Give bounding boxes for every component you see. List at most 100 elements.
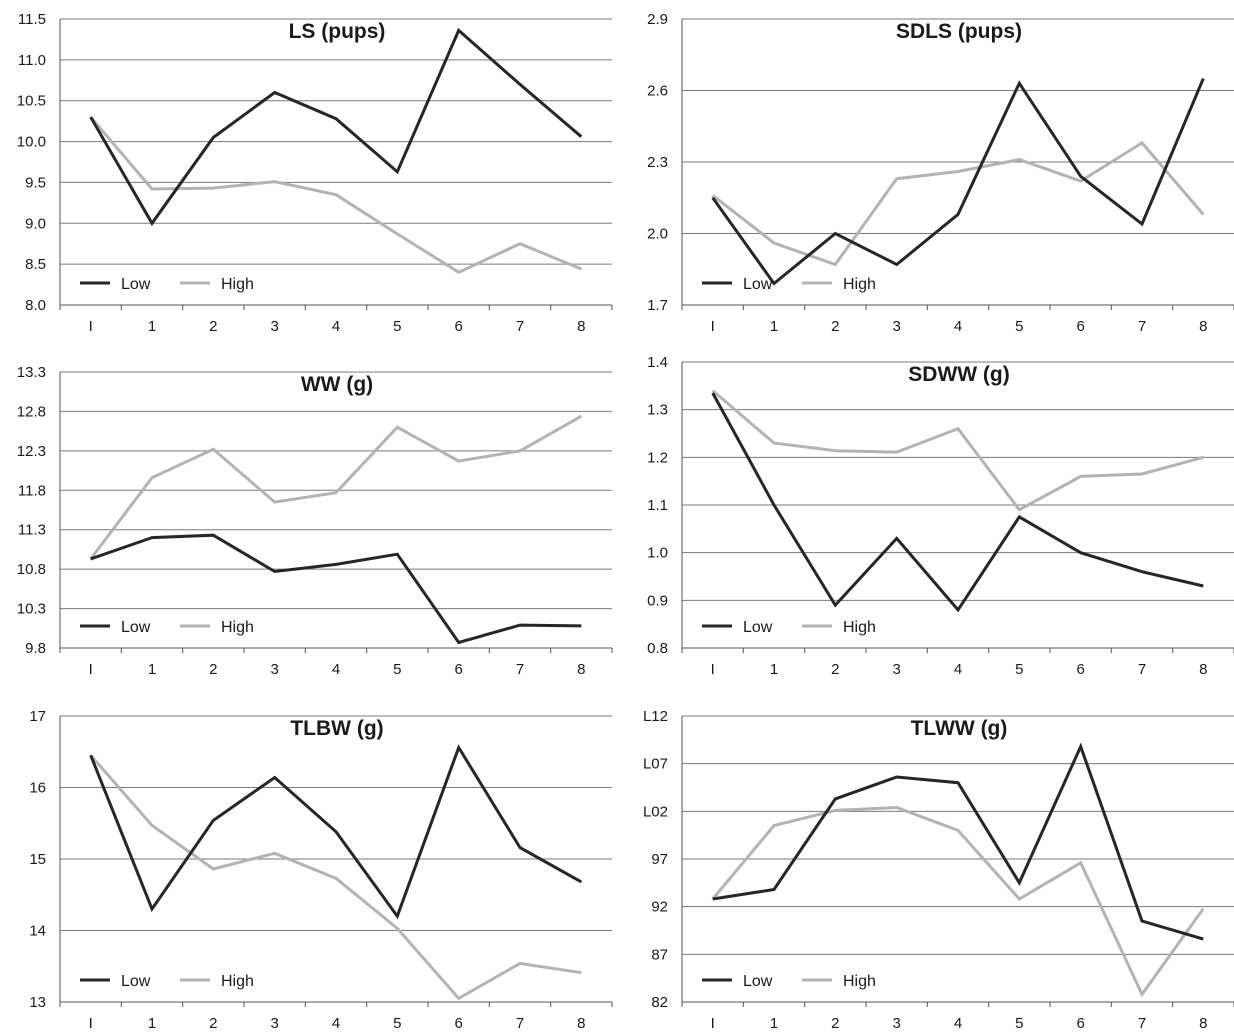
legend-label-high: High	[843, 973, 876, 990]
y-tick-label: 10.3	[17, 601, 46, 618]
x-tick-label: 6	[454, 661, 462, 678]
legend-label-high: High	[221, 973, 254, 990]
x-tick-label: I	[711, 318, 715, 335]
x-tick-label: 5	[393, 1015, 401, 1032]
x-tick-label: 8	[577, 318, 585, 335]
y-tick-label: 87	[651, 946, 668, 963]
x-tick-label: 4	[954, 318, 962, 335]
x-tick-label: 7	[516, 318, 524, 335]
y-tick-label: 0.8	[647, 640, 668, 657]
x-tick-label: 6	[1076, 318, 1084, 335]
legend-label-high: High	[221, 276, 254, 293]
series-line-low	[711, 78, 1205, 286]
y-tick-label: 10.5	[17, 93, 46, 110]
x-tick-label: 7	[1138, 318, 1146, 335]
x-tick-label: 8	[577, 661, 585, 678]
y-tick-label: 2.0	[647, 226, 668, 243]
y-tick-label: 0.9	[647, 592, 668, 609]
y-tick-label: 1.3	[647, 402, 668, 419]
legend-label-low: Low	[121, 973, 151, 990]
x-tick-label: 3	[892, 661, 900, 678]
y-tick-label: 12.8	[17, 403, 46, 420]
legend-label-low: Low	[743, 973, 773, 990]
x-tick-label: 1	[148, 1015, 156, 1032]
x-tick-label: I	[89, 318, 93, 335]
y-tick-label: L07	[643, 756, 668, 773]
x-tick-label: 2	[209, 661, 217, 678]
y-tick-label: 11.3	[18, 522, 46, 539]
y-tick-label: 14	[29, 923, 46, 940]
legend-label-low: Low	[743, 619, 773, 636]
series-line-low	[89, 27, 583, 227]
x-tick-label: I	[89, 661, 93, 678]
y-tick-label: 1.4	[647, 354, 668, 371]
legend-label-high: High	[843, 276, 876, 293]
x-tick-label: 3	[270, 318, 278, 335]
chart-title: SDLS (pups)	[896, 20, 1022, 43]
x-tick-label: 3	[892, 1015, 900, 1032]
series-line-high	[711, 805, 1205, 998]
legend-label-low: Low	[121, 619, 151, 636]
x-tick-label: 4	[332, 1015, 340, 1032]
x-tick-label: 5	[393, 661, 401, 678]
x-tick-label: 3	[270, 661, 278, 678]
legend-label-low: Low	[743, 276, 773, 293]
chart-panel-4: 0.8 0.9 1.0 1.1 1.2 1.3 1.4 I 1 2 3 4 5 6 7 8 SDWW (g) Lo…	[647, 354, 1234, 678]
y-tick-label: 11.0	[18, 52, 46, 69]
series-line-high	[711, 389, 1204, 512]
chart-title: LS (pups)	[289, 20, 386, 43]
x-tick-label: 5	[393, 318, 401, 335]
x-tick-label: I	[89, 1015, 93, 1032]
x-tick-label: 2	[831, 1015, 839, 1032]
y-tick-label: 11.5	[18, 11, 46, 28]
series-line-low	[90, 533, 582, 645]
chart-panel-3: 9.8 10.3 10.8 11.3 11.8 12.3 12.8 13.3 I 1 2 3 4 5 6 7 8…	[17, 364, 613, 678]
x-tick-label: 8	[1199, 661, 1207, 678]
x-tick-label: 4	[332, 318, 340, 335]
x-tick-label: 5	[1015, 661, 1023, 678]
y-tick-label: 8.0	[25, 297, 46, 314]
x-tick-label: 2	[831, 661, 839, 678]
chart-panel-5: 13 14 15 16 17 I 1 2 3 4 5 6 7 8 TLBW (g) Low High	[29, 708, 613, 1032]
y-tick-label: 8.5	[25, 256, 46, 273]
x-tick-label: 1	[770, 661, 778, 678]
x-tick-label: 2	[209, 1015, 217, 1032]
y-tick-label: 13.3	[17, 364, 46, 381]
y-tick-label: L02	[643, 803, 668, 820]
y-tick-label: 9.0	[25, 215, 46, 232]
x-tick-label: 2	[831, 318, 839, 335]
x-tick-label: I	[711, 661, 715, 678]
chart-panel-1: 8.0 8.5 9.0 9.5 10.0 10.5 11.0 11.5 I 1 2 3 4 5 6 7 8 LS …	[17, 11, 613, 335]
series-line-high	[89, 116, 582, 275]
y-tick-label: L12	[643, 708, 668, 725]
x-tick-label: 4	[954, 1015, 962, 1032]
x-tick-label: 6	[454, 1015, 462, 1032]
x-tick-label: 7	[1138, 661, 1146, 678]
y-tick-label: 9.8	[25, 640, 46, 657]
legend-label-low: Low	[121, 276, 151, 293]
y-tick-label: 17	[29, 708, 46, 725]
x-tick-label: I	[711, 1015, 715, 1032]
series-line-high	[89, 414, 583, 560]
y-tick-label: 92	[651, 899, 668, 916]
legend-label-high: High	[843, 619, 876, 636]
x-tick-label: 6	[1076, 661, 1084, 678]
series-line-high	[89, 754, 582, 1001]
x-tick-label: 8	[577, 1015, 585, 1032]
chart-title: TLBW (g)	[290, 717, 383, 740]
x-tick-label: 7	[516, 661, 524, 678]
x-tick-label: 5	[1015, 1015, 1023, 1032]
x-tick-label: 2	[209, 318, 217, 335]
x-tick-label: 7	[516, 1015, 524, 1032]
chart-title: SDWW (g)	[908, 363, 1009, 386]
x-tick-label: 6	[454, 318, 462, 335]
x-tick-label: 1	[148, 661, 156, 678]
chart-panel-6: 82 87 92 97 L02 L07 L12 I 1 2 3 4 5 6 7 8 TLWW (g) Low Hig…	[643, 708, 1234, 1032]
chart-panel-2: 1.7 2.0 2.3 2.6 2.9 I 1 2 3 4 5 6 7 8 SDLS (pups) Low Hi…	[647, 11, 1234, 335]
y-tick-label: 16	[29, 780, 46, 797]
chart-title: WW (g)	[301, 373, 373, 396]
series-line-high	[711, 140, 1205, 267]
y-tick-label: 82	[651, 994, 668, 1011]
